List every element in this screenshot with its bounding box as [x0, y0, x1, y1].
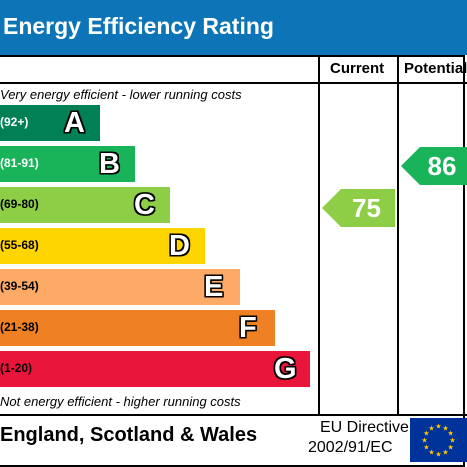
- title-bar: Energy Efficiency Rating: [0, 0, 467, 55]
- band-range-label: (21-38): [0, 320, 39, 334]
- current-rating-value: 75: [352, 193, 381, 223]
- band-g: (1-20) G: [0, 351, 310, 387]
- eu-star-icon: ★: [428, 449, 434, 457]
- chart-title: Energy Efficiency Rating: [3, 13, 274, 39]
- band-f: (21-38) F: [0, 310, 275, 346]
- eu-star-icon: ★: [421, 437, 427, 445]
- eu-star-icon: ★: [447, 444, 453, 452]
- band-letter: D: [169, 230, 190, 262]
- band-e: (39-54) E: [0, 269, 240, 305]
- band-range-label: (1-20): [0, 361, 33, 375]
- current-rating-arrow: 75: [322, 189, 395, 227]
- eu-star-icon: ★: [423, 444, 429, 452]
- potential-column-header: Potential: [404, 60, 467, 77]
- eu-star-icon: ★: [449, 437, 455, 445]
- current-arrow-shape: [322, 189, 395, 227]
- potential-column-divider: [397, 55, 399, 414]
- current-column-header: Current: [330, 60, 385, 77]
- band-range-label: (92+): [0, 115, 29, 129]
- eu-star-icon: ★: [428, 424, 434, 432]
- eu-star-icon: ★: [423, 430, 429, 438]
- potential-rating-arrow: 86: [401, 147, 467, 185]
- band-range-label: (39-54): [0, 279, 39, 293]
- band-letter: A: [64, 107, 85, 139]
- footer-region: England, Scotland & Wales: [0, 424, 258, 446]
- potential-arrow-shape: [401, 147, 467, 185]
- band-c: (69-80) C: [0, 187, 170, 223]
- band-letter: F: [239, 312, 257, 344]
- band-range-label: (69-80): [0, 197, 39, 211]
- header-divider: [0, 82, 467, 84]
- potential-rating-value: 86: [427, 151, 457, 181]
- band-d: (55-68) D: [0, 228, 205, 264]
- chart-frame: [0, 55, 465, 467]
- band-letter: G: [274, 353, 297, 385]
- band-b: (81-91) B: [0, 146, 135, 182]
- current-column-divider: [318, 55, 320, 414]
- eu-directive-label: EU Directive: [320, 419, 409, 436]
- eu-star-icon: ★: [442, 424, 448, 432]
- band-range-label: (55-68): [0, 238, 39, 252]
- band-a: (92+) A: [0, 105, 100, 141]
- eu-flag-icon: ★ ★ ★ ★ ★ ★ ★ ★ ★ ★ ★ ★: [410, 418, 467, 462]
- eu-directive-number: 2002/91/EC: [308, 439, 393, 456]
- band-letter: C: [134, 189, 155, 221]
- footer-divider: [0, 414, 467, 416]
- eu-star-icon: ★: [442, 449, 448, 457]
- eu-star-icon: ★: [447, 430, 453, 438]
- eu-star-icon: ★: [435, 423, 441, 431]
- band-letter: B: [99, 148, 120, 180]
- bottom-caption: Not energy efficient - higher running co…: [0, 394, 241, 409]
- eu-star-icon: ★: [435, 451, 441, 459]
- top-caption: Very energy efficient - lower running co…: [0, 87, 242, 102]
- band-letter: E: [204, 271, 224, 303]
- band-range-label: (81-91): [0, 156, 39, 170]
